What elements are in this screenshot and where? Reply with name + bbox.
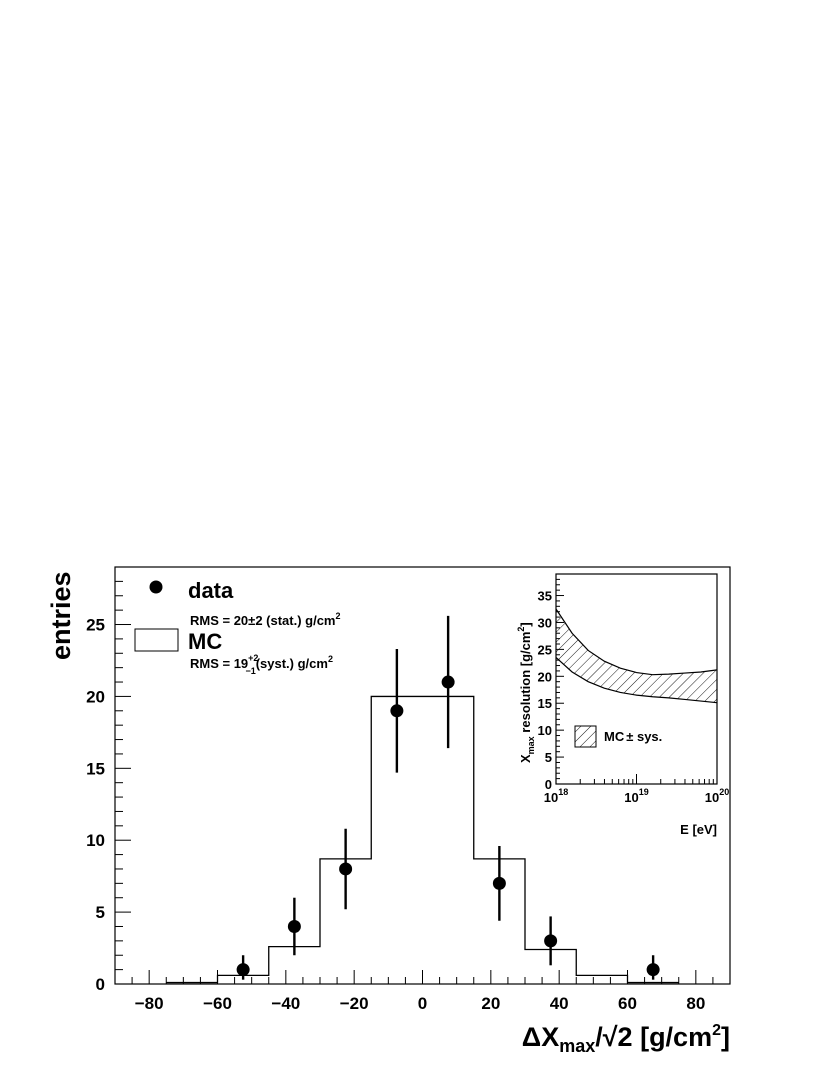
legend-mc-rms-err-down: −1 xyxy=(245,666,255,676)
inset-y-label-main: X xyxy=(518,754,533,763)
x-tick-label: −60 xyxy=(203,994,232,1013)
data-point xyxy=(544,916,558,966)
main-y-ticks: 0 5 10 15 20 25 xyxy=(86,580,131,994)
inset-x-tick-label: 1018 xyxy=(544,787,568,805)
inset-y-tick-label: 30 xyxy=(538,615,552,630)
inset-legend-label-mc: MC xyxy=(604,729,625,744)
data-marker xyxy=(236,963,250,977)
y-tick-label: 0 xyxy=(96,975,105,994)
inset-x-axis-label: E [eV] xyxy=(680,822,717,837)
x-tick-label: 60 xyxy=(618,994,637,1013)
legend-data-marker xyxy=(149,580,163,594)
legend-mc-rms-err-up: +2 xyxy=(248,653,258,663)
data-marker xyxy=(287,919,301,933)
inset-x-tick-base: 10 xyxy=(624,790,638,805)
data-point xyxy=(287,897,301,956)
inset-legend-label: MC ± sys. xyxy=(604,729,662,744)
inset-y-tick-label: 20 xyxy=(538,669,552,684)
y-tick-label: 20 xyxy=(86,687,105,706)
inset-y-ticks: 0 5 10 15 20 25 30 35 xyxy=(538,578,564,792)
inset-x-tick-exp: 18 xyxy=(558,787,568,797)
inset-x-tick-base: 10 xyxy=(544,790,558,805)
inset-y-label-sup: 2 xyxy=(516,627,526,632)
main-legend: data RMS = 20±2 (stat.) g/cm2 MC RMS = 1… xyxy=(134,578,341,676)
inset-x-tick-label: 1020 xyxy=(705,787,729,805)
inset-y-label-mid: resolution [g/cm xyxy=(518,632,533,737)
x-tick-label: 20 xyxy=(481,994,500,1013)
data-marker xyxy=(390,704,404,718)
legend-data-rms-post: 2 (stat.) g/cm xyxy=(255,613,335,628)
data-marker xyxy=(646,963,660,977)
data-marker xyxy=(339,862,353,876)
x-axis-label-sup: 2 xyxy=(712,1022,721,1039)
data-marker xyxy=(492,876,506,890)
x-tick-label: −80 xyxy=(135,994,164,1013)
inset-y-axis-label: Xmax resolution [g/cm2] xyxy=(516,622,536,763)
inset-mc-band xyxy=(556,609,717,703)
x-axis-label-mid: /√2 [g/cm xyxy=(595,1022,712,1052)
inset-y-label-sub: max xyxy=(526,736,536,754)
legend-data-rms-pm: ± xyxy=(248,613,255,628)
inset-legend-swatch xyxy=(574,725,597,748)
inset-x-tick-exp: 19 xyxy=(639,787,649,797)
legend-data-label: data xyxy=(188,578,234,603)
data-marker xyxy=(544,934,558,948)
inset-x-tick-exp: 20 xyxy=(719,787,729,797)
data-point xyxy=(339,828,353,910)
data-point xyxy=(441,615,455,749)
data-point xyxy=(236,955,250,980)
y-tick-label: 5 xyxy=(96,903,105,922)
data-point xyxy=(390,648,404,773)
legend-mc-rms-post: (syst.) g/cm xyxy=(256,656,328,671)
legend-data-rms-sup: 2 xyxy=(336,611,341,621)
x-axis-label-sub: max xyxy=(559,1036,595,1056)
data-point xyxy=(492,845,506,921)
inset-band-upper-edge xyxy=(555,608,718,676)
x-tick-label: 0 xyxy=(418,994,427,1013)
inset-y-tick-label: 0 xyxy=(545,777,552,792)
legend-data-rms-pre: RMS = 20 xyxy=(190,613,248,628)
inset-y-tick-label: 25 xyxy=(538,642,552,657)
x-axis-label: ΔXmax/√2 [g/cm2] xyxy=(522,1022,730,1056)
legend-data-rms: RMS = 20±2 (stat.) g/cm2 xyxy=(190,611,341,628)
data-marker xyxy=(441,675,455,689)
legend-mc-rms-pre: RMS = 19 xyxy=(190,656,248,671)
main-x-ticks: −80 −60 −40 −20 0 20 40 60 80 xyxy=(114,970,731,1013)
inset-y-label-end: ] xyxy=(518,622,533,626)
x-axis-label-end: ] xyxy=(721,1022,730,1052)
inset-y-tick-label: 15 xyxy=(538,696,552,711)
x-axis-label-main: ΔX xyxy=(522,1022,559,1052)
inset-x-ticks: 1018 1019 1020 xyxy=(544,774,729,805)
inset-y-tick-label: 35 xyxy=(538,589,552,604)
x-tick-label: −40 xyxy=(271,994,300,1013)
inset-x-tick-label: 1019 xyxy=(624,787,648,805)
legend-mc-rms-sup: 2 xyxy=(328,654,333,664)
y-tick-label: 10 xyxy=(86,831,105,850)
inset-legend-label-sys: sys. xyxy=(633,729,662,744)
inset-y-tick-label: 5 xyxy=(545,750,552,765)
data-point xyxy=(646,955,660,980)
data-points xyxy=(236,615,660,980)
inset-y-tick-label: 10 xyxy=(538,723,552,738)
inset-legend-label-pm: ± xyxy=(626,729,633,744)
inset-band-lower-edge xyxy=(555,657,718,704)
inset-x-tick-base: 10 xyxy=(705,790,719,805)
x-tick-label: 40 xyxy=(550,994,569,1013)
legend-mc-label: MC xyxy=(188,629,222,654)
y-tick-label: 15 xyxy=(86,759,105,778)
x-tick-label: −20 xyxy=(340,994,369,1013)
x-tick-label: 80 xyxy=(686,994,705,1013)
y-tick-label: 25 xyxy=(86,616,105,635)
legend-mc-box xyxy=(134,628,179,652)
y-axis-label: entries xyxy=(46,571,76,660)
legend-mc-rms: RMS = 19+2 −1(syst.) g/cm2 xyxy=(190,653,333,676)
mc-histogram xyxy=(166,695,679,984)
